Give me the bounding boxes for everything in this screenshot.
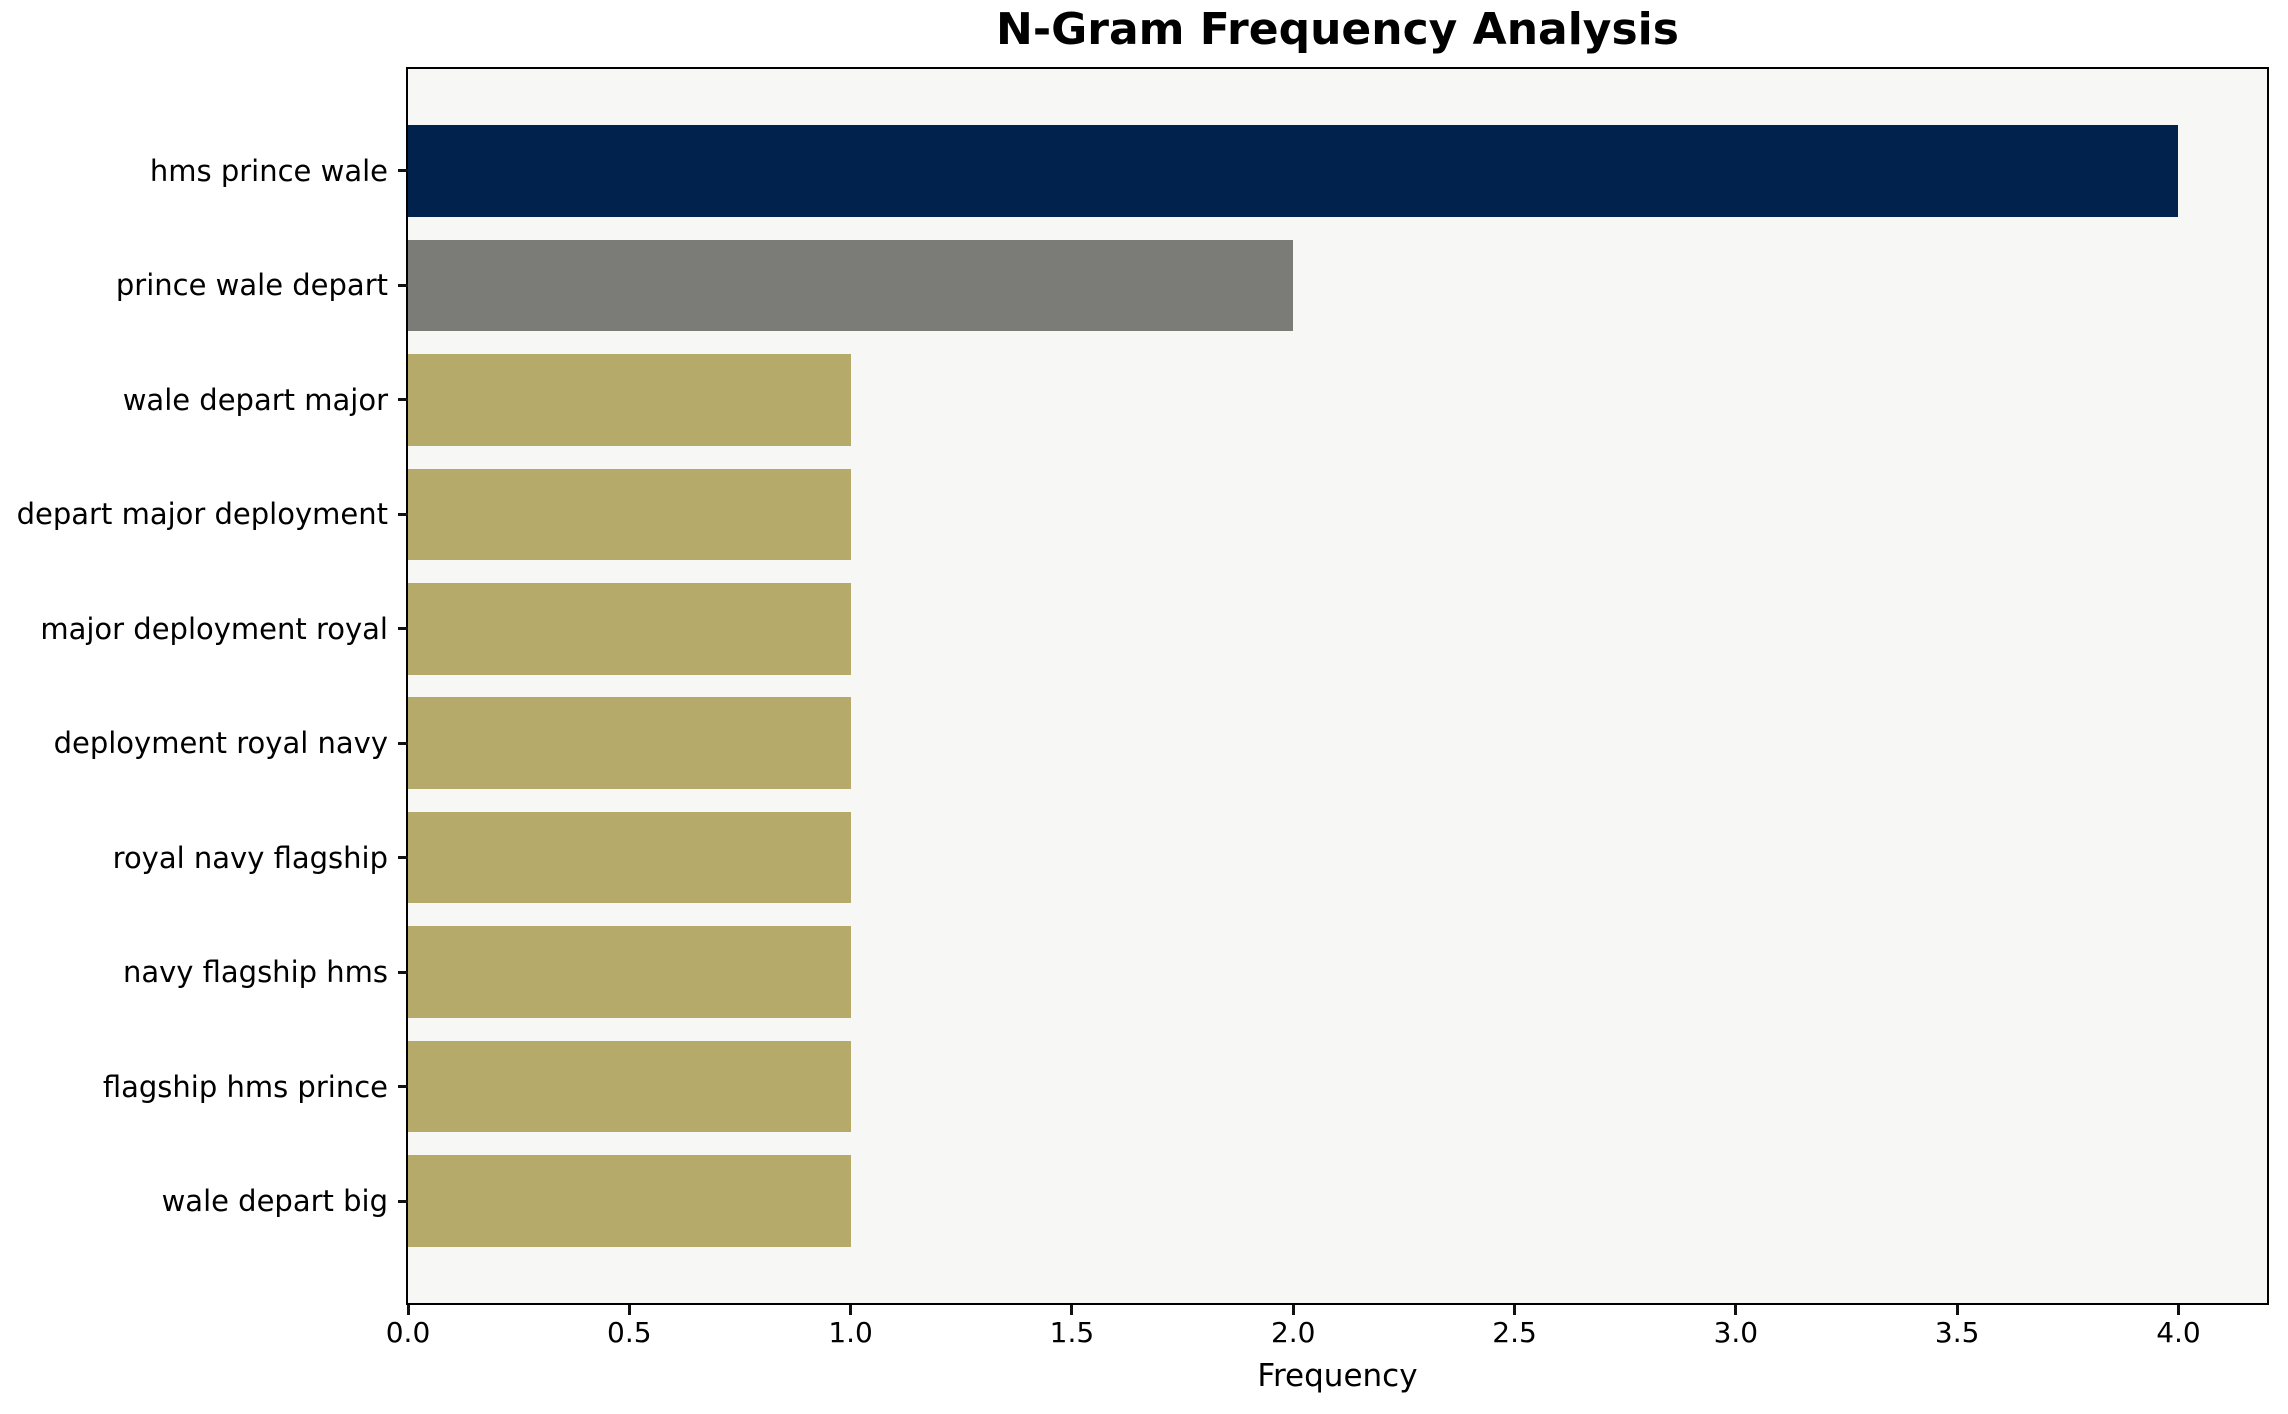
y-tick-label: wale depart major [122, 382, 388, 417]
y-tick-label: depart major deployment [16, 497, 388, 532]
x-tick-mark [627, 1305, 631, 1315]
x-tick-mark [1955, 1305, 1959, 1315]
bars-layer [408, 69, 2267, 1303]
x-tick-label: 1.5 [1049, 1316, 1095, 1349]
bar [408, 926, 851, 1018]
x-tick-mark [2176, 1305, 2180, 1315]
x-tick-label: 0.0 [385, 1316, 431, 1349]
x-tick-label: 3.0 [1713, 1316, 1759, 1349]
x-tick-label: 1.0 [828, 1316, 873, 1349]
x-tick-label: 3.5 [1934, 1316, 1980, 1349]
x-tick-mark [1070, 1305, 1074, 1315]
bar [408, 582, 851, 675]
chart-title: N-Gram Frequency Analysis [996, 4, 1679, 55]
bar [408, 1155, 851, 1247]
y-tick-label: royal navy flagship [112, 840, 388, 875]
plot-area [406, 67, 2269, 1305]
x-tick-label: 4.0 [2156, 1316, 2201, 1349]
x-tick-mark [1513, 1305, 1517, 1315]
x-tick-label: 2.5 [1492, 1316, 1537, 1349]
y-tick-label: major deployment royal [40, 611, 388, 646]
x-tick-mark [406, 1305, 410, 1315]
y-tick-label: deployment royal navy [53, 726, 388, 761]
y-tick-mark [398, 970, 408, 974]
x-tick-mark [1291, 1305, 1295, 1315]
y-tick-mark [398, 512, 408, 516]
x-tick-label: 0.5 [607, 1316, 652, 1349]
y-tick-mark [398, 856, 408, 860]
y-tick-label: wale depart big [161, 1184, 388, 1219]
y-tick-label: navy flagship hms [122, 955, 388, 990]
x-axis-label: Frequency [1257, 1358, 1418, 1394]
y-tick-mark [398, 627, 408, 631]
bar [408, 468, 851, 561]
y-tick-label: flagship hms prince [102, 1069, 388, 1104]
y-tick-mark [398, 1199, 408, 1203]
bar [408, 354, 851, 446]
y-tick-mark [398, 169, 408, 173]
bar [408, 697, 851, 789]
y-tick-mark [398, 1085, 408, 1089]
y-tick-mark [398, 398, 408, 402]
x-tick-mark [1734, 1305, 1738, 1315]
bar [408, 811, 851, 904]
y-tick-label: prince wale depart [115, 268, 388, 303]
x-tick-mark [849, 1305, 853, 1315]
y-tick-label: hms prince wale [149, 153, 388, 188]
bar [408, 125, 2179, 217]
y-tick-mark [398, 741, 408, 745]
bar [408, 1040, 851, 1133]
y-tick-mark [398, 283, 408, 287]
x-tick-label: 2.0 [1270, 1316, 1316, 1349]
y-axis-labels: hms prince wale prince wale depart wale de… [0, 69, 388, 1303]
bar [408, 239, 1294, 332]
